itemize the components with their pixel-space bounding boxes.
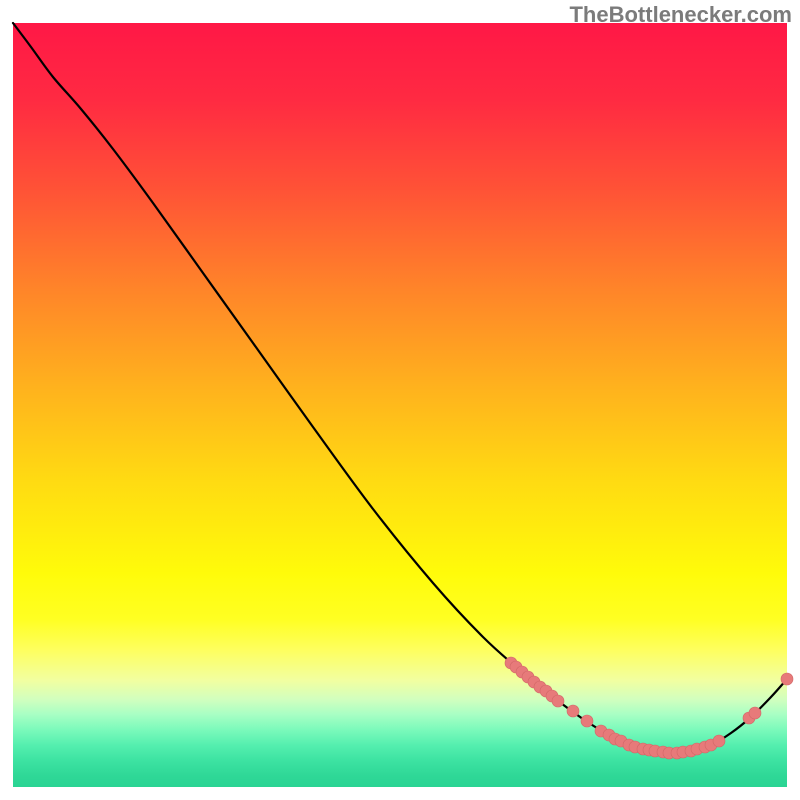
curve-marker [581,715,593,727]
curve-layer [13,23,787,787]
curve-markers [505,657,793,759]
curve-marker [713,735,725,747]
curve-marker [749,707,761,719]
curve-marker [781,673,793,685]
curve-marker [567,705,579,717]
curve-marker [552,695,564,707]
plot-area [13,23,787,787]
watermark-text: TheBottlenecker.com [569,2,792,28]
bottleneck-curve [13,23,787,753]
chart-container: TheBottlenecker.com [0,0,800,800]
